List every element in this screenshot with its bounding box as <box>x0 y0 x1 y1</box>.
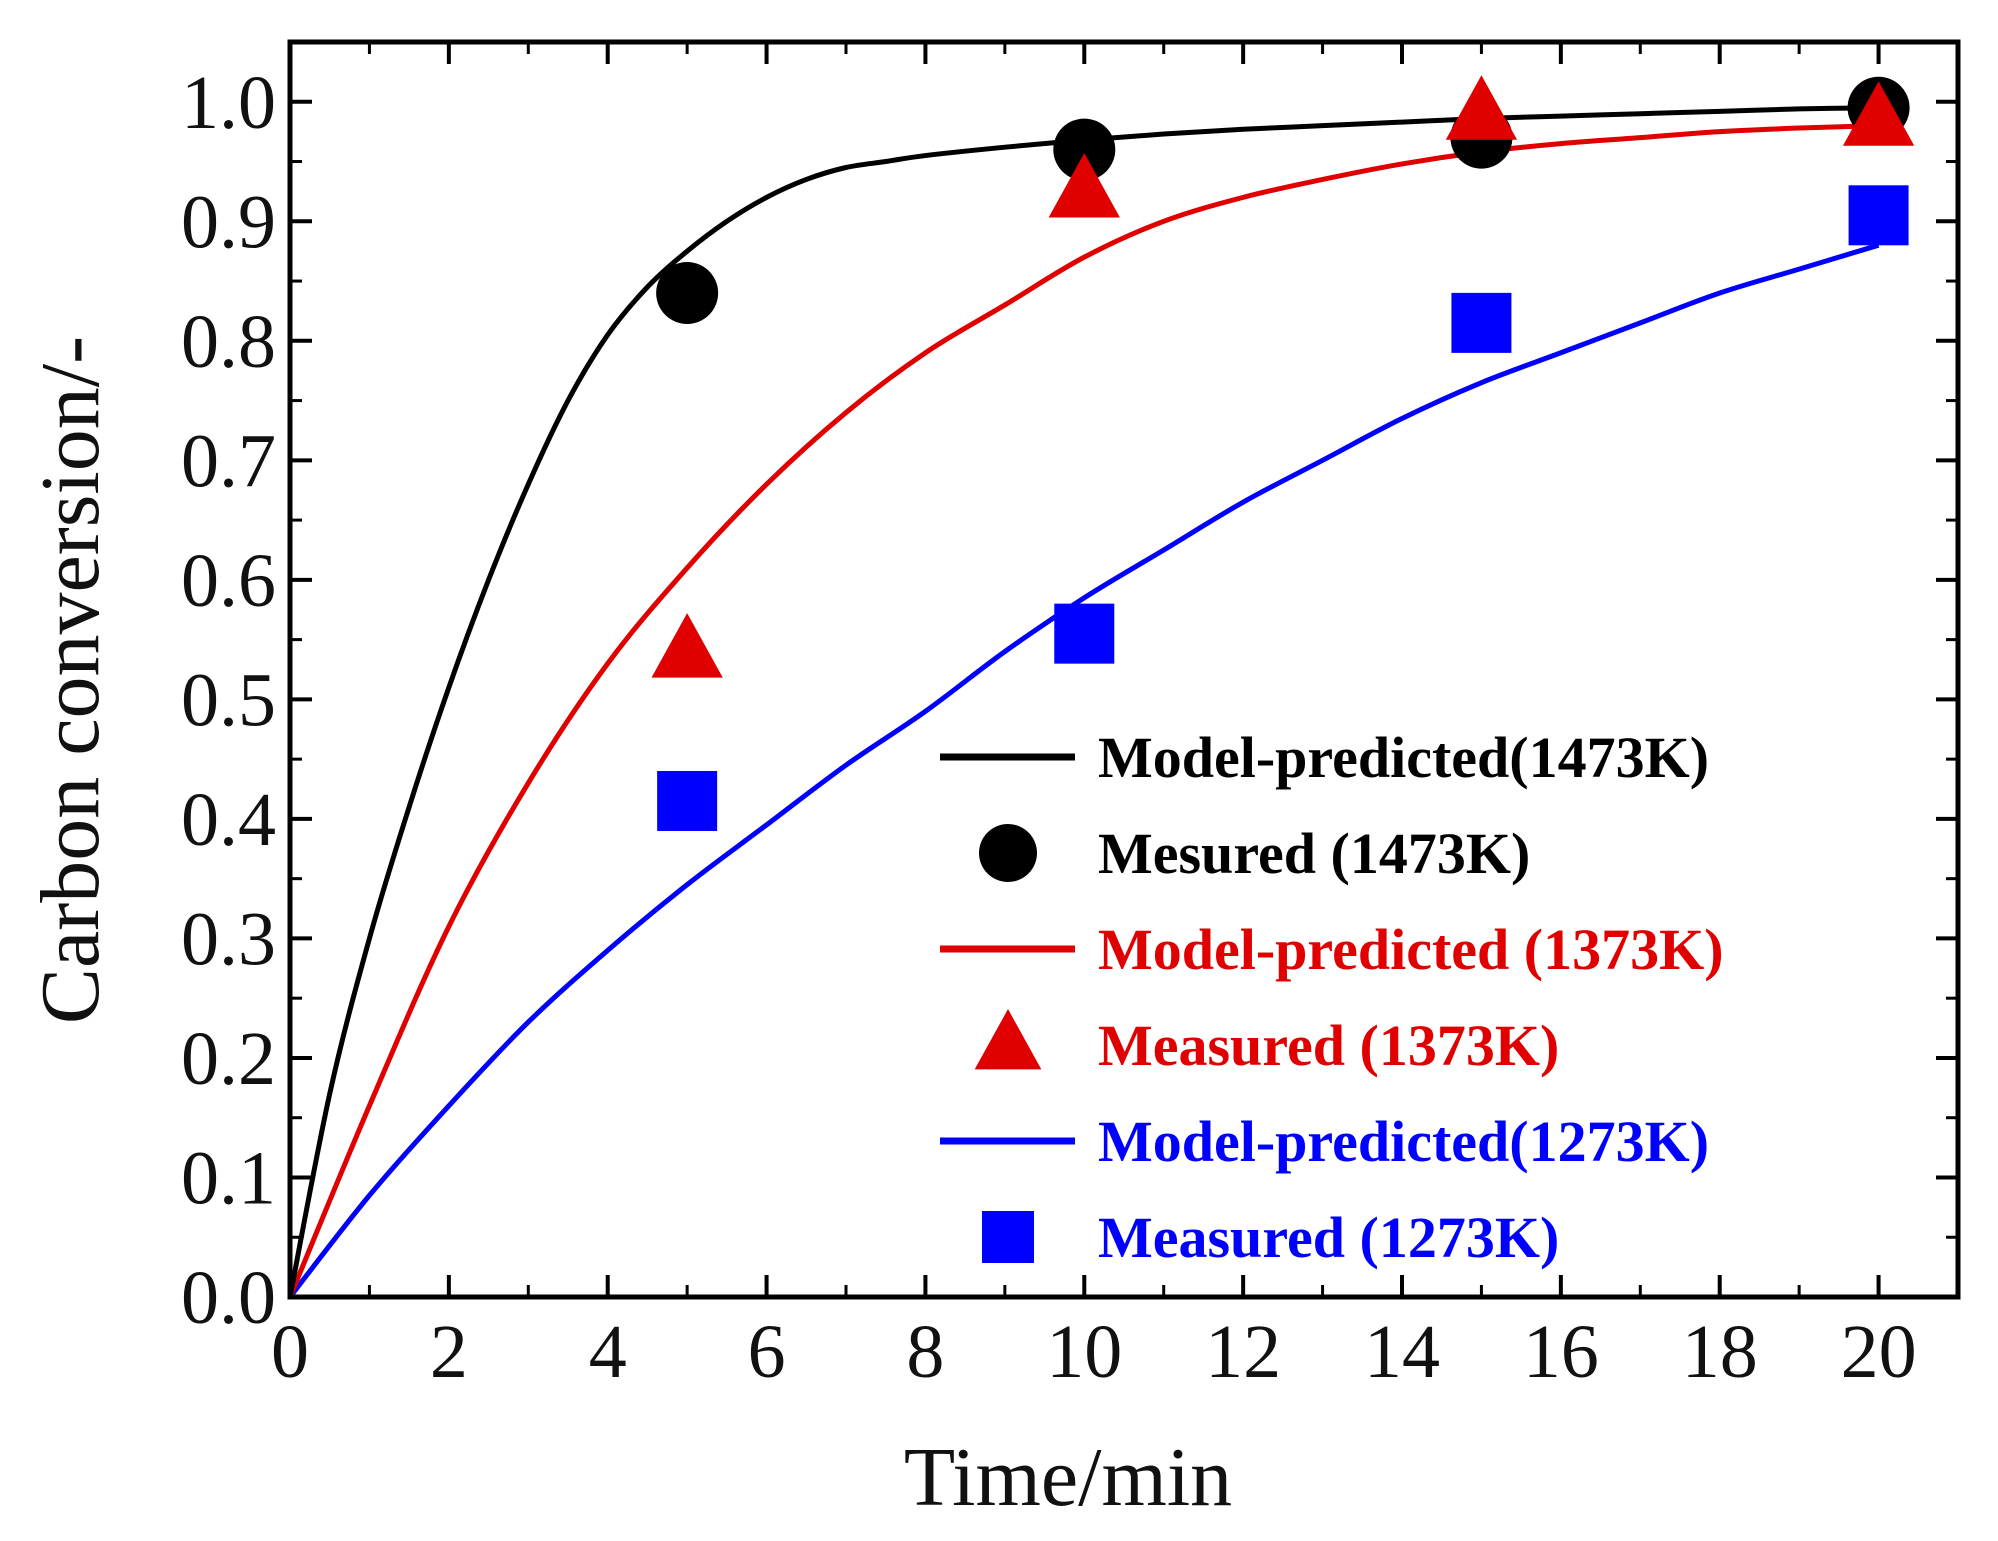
data-point-triangle <box>1048 152 1120 218</box>
legend-entry: Model-predicted(1473K) <box>940 725 1709 790</box>
legend-entry: Model-predicted (1373K) <box>940 917 1724 982</box>
x-tick-label: 14 <box>1364 1310 1440 1394</box>
x-tick-label: 6 <box>748 1310 786 1394</box>
data-point-triangle <box>1445 75 1518 140</box>
legend-entry: Measured (1373K) <box>974 1009 1559 1078</box>
y-tick-label: 0.0 <box>181 1256 276 1340</box>
x-tick-label: 20 <box>1841 1310 1917 1394</box>
x-tick-label: 10 <box>1046 1310 1122 1394</box>
plot-frame <box>287 39 1961 1300</box>
y-axis-title: Carbon conversion/- <box>24 336 117 1024</box>
legend-entry: Mesured (1473K) <box>979 821 1530 886</box>
data-point-circle <box>656 262 719 324</box>
legend-label: Measured (1373K) <box>1098 1013 1559 1078</box>
x-tick-label: 4 <box>589 1310 627 1394</box>
legend: Model-predicted(1473K) Mesured (1473K) Mod… <box>940 725 1724 1270</box>
data-point-circle <box>1053 118 1116 181</box>
data-point-square <box>1848 185 1909 246</box>
legend-label: Model-predicted(1473K) <box>1098 725 1709 790</box>
legend-label: Mesured (1473K) <box>1098 821 1530 886</box>
x-tick-labels: 0 2 4 6 8 10 12 14 16 18 20 <box>271 1310 1917 1394</box>
legend-label: Model-predicted (1373K) <box>1098 917 1724 982</box>
x-tick-label: 0 <box>271 1310 309 1394</box>
x-tick-label: 12 <box>1205 1310 1281 1394</box>
y-tick-labels: 0.0 0.1 0.2 0.3 0.4 0.5 0.6 0.7 0.8 0.9 1.0 <box>181 61 276 1340</box>
legend-entry: Model-predicted(1273K) <box>940 1109 1709 1174</box>
data-point-square <box>1054 603 1115 664</box>
legend-label: Model-predicted(1273K) <box>1098 1109 1709 1174</box>
tick-marks <box>288 42 1958 1299</box>
x-tick-label: 8 <box>906 1310 944 1394</box>
y-tick-label: 0.2 <box>181 1017 276 1101</box>
x-axis-title: Time/min <box>904 1431 1232 1524</box>
y-tick-label: 0.9 <box>181 180 276 264</box>
x-tick-label: 16 <box>1523 1310 1599 1394</box>
legend-label: Measured (1273K) <box>1098 1205 1559 1270</box>
plot-area <box>287 75 1915 1299</box>
legend-marker-swatch <box>982 1211 1034 1263</box>
data-point-square <box>1451 292 1512 353</box>
y-tick-label: 0.1 <box>181 1136 276 1220</box>
y-tick-label: 1.0 <box>181 61 276 145</box>
x-tick-label: 18 <box>1682 1310 1758 1394</box>
data-point-square <box>657 770 718 831</box>
y-tick-label: 0.6 <box>181 539 276 623</box>
y-tick-label: 0.3 <box>181 897 276 981</box>
x-tick-label: 2 <box>430 1310 468 1394</box>
legend-marker-swatch <box>974 1009 1042 1070</box>
series-line <box>287 123 1879 1298</box>
y-tick-label: 0.4 <box>181 778 276 862</box>
y-tick-label: 0.8 <box>181 300 276 384</box>
data-point-triangle <box>1842 81 1915 146</box>
data-point-triangle <box>651 613 723 678</box>
y-tick-label: 0.7 <box>181 419 276 503</box>
legend-marker-swatch <box>979 824 1037 882</box>
y-tick-label: 0.5 <box>181 658 276 742</box>
legend-entry: Measured (1273K) <box>982 1205 1559 1270</box>
